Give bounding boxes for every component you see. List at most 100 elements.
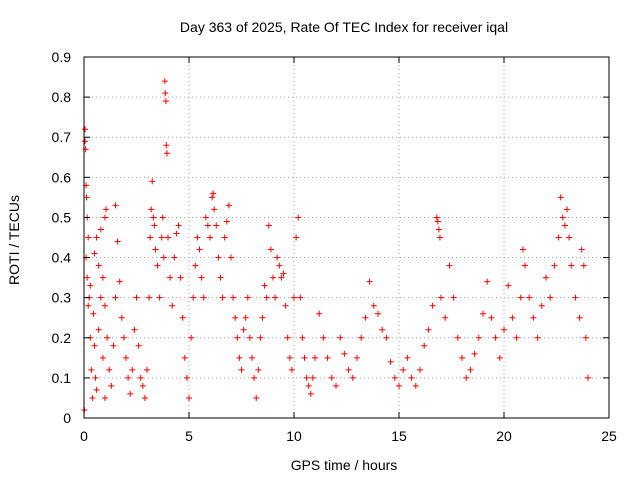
y-tick-label: 0.9 <box>52 49 72 65</box>
data-point <box>87 282 94 289</box>
data-point <box>196 246 203 253</box>
data-point <box>209 194 216 201</box>
data-point <box>131 326 138 333</box>
data-point <box>213 222 220 229</box>
data-point <box>163 150 170 157</box>
data-point <box>297 294 304 301</box>
y-axis-label: ROTI / TECUs <box>6 195 22 285</box>
data-point <box>467 366 474 373</box>
data-point <box>228 254 234 261</box>
y-tick-label: 0.7 <box>52 129 72 145</box>
data-point <box>82 138 89 145</box>
data-point <box>341 350 348 357</box>
data-point <box>200 294 207 301</box>
data-point <box>158 234 165 241</box>
data-point <box>484 278 491 285</box>
data-point <box>91 342 98 349</box>
data-point <box>307 390 314 397</box>
y-tick-label: 0.6 <box>52 169 72 185</box>
data-point <box>83 194 90 201</box>
data-point <box>517 294 524 301</box>
data-point <box>162 90 169 97</box>
data-point <box>232 314 239 321</box>
data-point <box>362 314 369 321</box>
data-point <box>102 302 108 309</box>
data-point <box>396 382 402 389</box>
data-point <box>97 294 104 301</box>
data-point <box>282 302 289 309</box>
data-point <box>217 274 224 281</box>
data-point <box>568 262 575 269</box>
data-point <box>434 218 441 225</box>
data-point <box>509 314 516 321</box>
data-point <box>354 354 360 361</box>
data-point <box>446 262 453 269</box>
data-point <box>582 334 589 341</box>
data-point <box>110 342 117 349</box>
data-point <box>148 206 155 213</box>
data-point <box>198 274 205 281</box>
data-point <box>433 214 440 221</box>
axis-ticks <box>83 56 610 419</box>
y-tick-label: 0.5 <box>52 209 72 225</box>
data-point <box>192 262 199 269</box>
data-point <box>106 366 113 373</box>
data-point <box>194 234 201 241</box>
data-point <box>488 314 495 321</box>
data-point <box>146 294 153 301</box>
data-point <box>95 326 102 333</box>
data-point <box>270 274 276 281</box>
x-tick-label: 25 <box>601 428 617 444</box>
data-point <box>183 374 190 381</box>
data-point <box>207 234 213 241</box>
data-point <box>280 270 287 277</box>
data-point <box>557 194 564 201</box>
data-point <box>429 302 436 309</box>
data-point <box>135 342 142 349</box>
data-point <box>238 366 245 373</box>
data-point <box>152 246 159 253</box>
data-point <box>278 274 285 281</box>
data-point <box>291 294 297 301</box>
y-tick-label: 0.2 <box>52 330 72 346</box>
data-point <box>190 294 197 301</box>
data-point <box>309 374 316 381</box>
data-point <box>161 78 168 85</box>
data-point <box>404 354 411 361</box>
data-point <box>118 314 125 321</box>
data-point <box>286 354 293 361</box>
data-point <box>95 262 102 269</box>
data-point <box>169 302 176 309</box>
data-point <box>303 374 310 381</box>
data-point <box>123 354 129 361</box>
data-point <box>162 98 169 105</box>
data-point <box>316 310 323 317</box>
data-point <box>173 230 180 237</box>
data-point <box>513 334 520 341</box>
data-point <box>163 142 170 149</box>
data-point <box>564 206 570 213</box>
data-point <box>324 354 331 361</box>
data-point <box>179 314 186 321</box>
data-point <box>92 374 99 381</box>
data-point <box>505 282 512 289</box>
data-point <box>561 222 568 229</box>
data-point <box>274 254 281 261</box>
data-point <box>249 354 255 361</box>
x-tick-label: 20 <box>496 428 512 444</box>
data-point <box>102 394 108 401</box>
data-point <box>585 374 591 381</box>
data-point <box>219 294 226 301</box>
data-point <box>215 254 222 261</box>
data-point <box>253 394 260 401</box>
x-tick-label: 0 <box>80 428 88 444</box>
data-point <box>519 246 526 253</box>
data-point <box>267 246 274 253</box>
data-point <box>547 294 554 301</box>
data-point <box>141 394 148 401</box>
data-point <box>417 366 423 373</box>
data-point <box>188 334 195 341</box>
data-point <box>127 390 134 397</box>
data-point <box>454 334 461 341</box>
